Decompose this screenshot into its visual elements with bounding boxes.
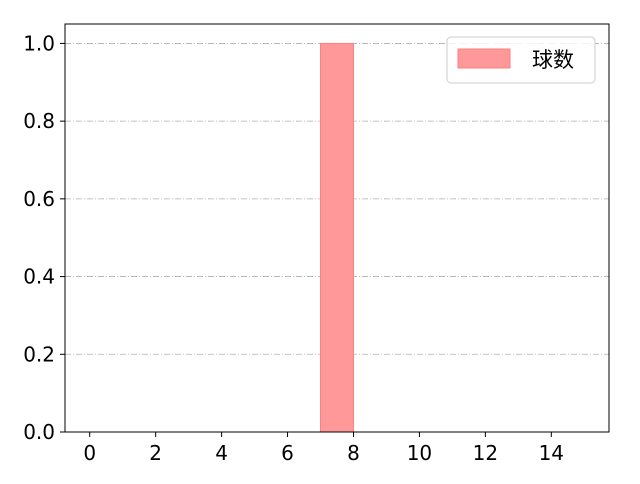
x-tick-label: 0 [83, 441, 96, 465]
histogram-bar [320, 42, 354, 433]
x-tick-label: 8 [347, 441, 360, 465]
y-tick-label: 0.8 [23, 109, 55, 133]
y-tick-label: 0.0 [23, 420, 55, 444]
y-tick-label: 0.4 [23, 265, 55, 289]
y-tick-label: 1.0 [23, 31, 55, 55]
plot-frame [64, 23, 610, 433]
y-tick-label: 0.6 [23, 187, 55, 211]
x-tick-label: 14 [539, 441, 564, 465]
x-tick-label: 6 [281, 441, 294, 465]
x-tick-label: 12 [473, 441, 498, 465]
legend-swatch [457, 48, 511, 69]
x-tick-label: 2 [149, 441, 162, 465]
x-tick-label: 10 [407, 441, 432, 465]
legend-label: 球数 [532, 48, 574, 72]
y-tick-label: 0.2 [23, 342, 55, 366]
x-tick-label: 4 [215, 441, 228, 465]
